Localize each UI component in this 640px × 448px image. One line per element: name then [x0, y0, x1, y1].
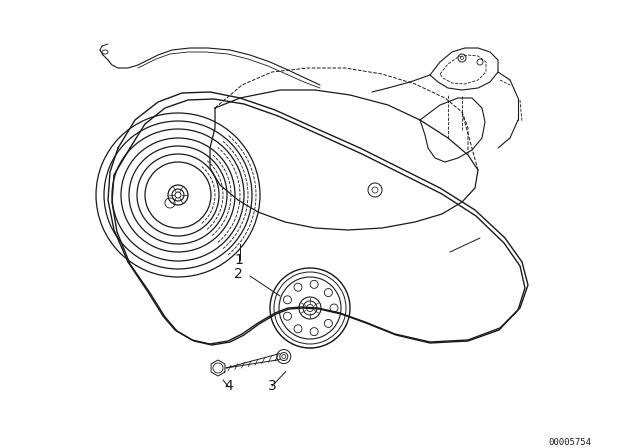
Text: 1: 1	[234, 253, 243, 267]
Text: 3: 3	[268, 379, 276, 393]
Text: 00005754: 00005754	[548, 438, 591, 447]
Text: 2: 2	[234, 267, 243, 281]
Text: 4: 4	[224, 379, 233, 393]
